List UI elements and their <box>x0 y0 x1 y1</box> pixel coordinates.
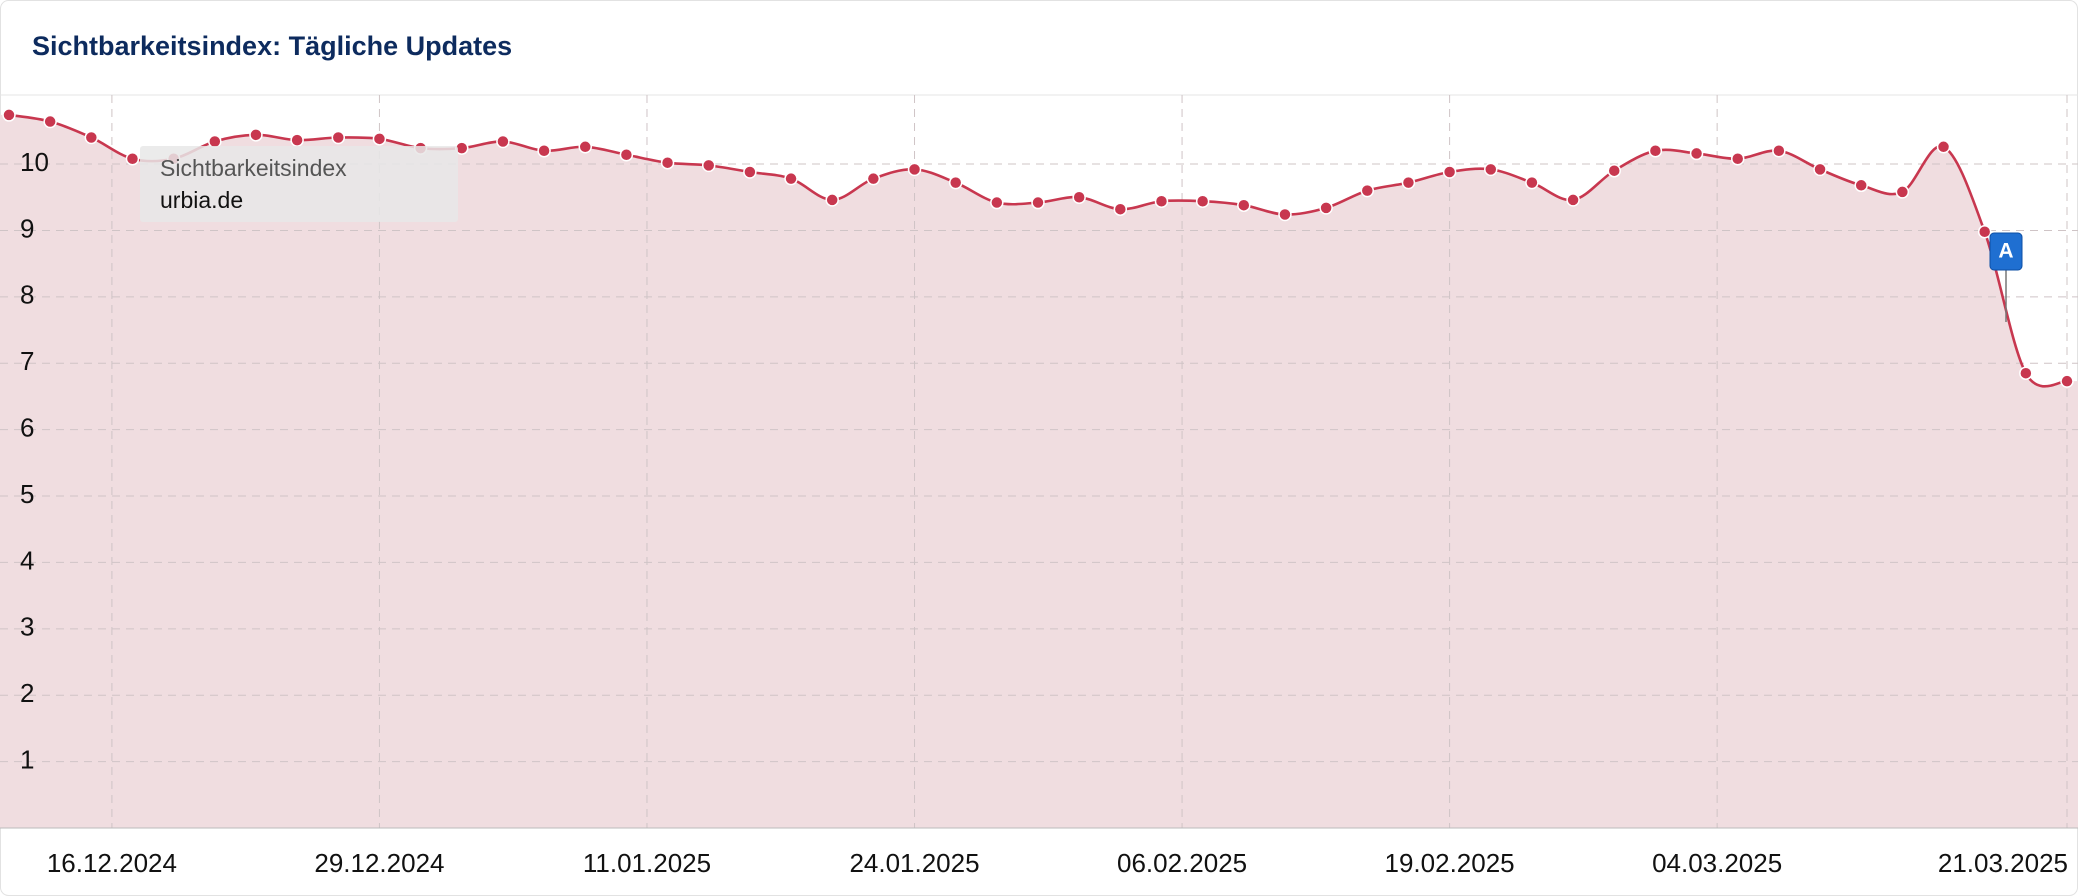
point <box>701 158 716 173</box>
point <box>866 171 881 186</box>
line <box>8 113 2068 388</box>
point <box>372 132 387 146</box>
x-tick-label: 16.12.2024 <box>47 848 177 878</box>
point <box>496 134 510 149</box>
point <box>1195 194 1210 208</box>
point <box>784 171 798 186</box>
point <box>2019 366 2033 380</box>
point <box>43 114 57 129</box>
point <box>208 134 222 149</box>
point <box>1278 207 1292 222</box>
point <box>1977 225 1992 239</box>
y-tick-label: 10 <box>20 147 49 177</box>
point <box>907 162 922 177</box>
y-tick-label: 5 <box>20 479 34 509</box>
point <box>1813 162 1827 177</box>
point <box>1648 144 1663 158</box>
x-tick-label: 04.03.2025 <box>1652 848 1782 878</box>
point <box>1319 201 1333 215</box>
y-tick-label: 1 <box>20 744 34 774</box>
point <box>84 130 99 145</box>
y-tick-label: 8 <box>20 280 34 310</box>
point <box>249 128 263 142</box>
point <box>1895 185 1910 199</box>
legend-title: Sichtbarkeitsindex <box>160 155 347 181</box>
point <box>1113 202 1128 216</box>
point <box>1031 195 1045 210</box>
point <box>578 140 592 154</box>
y-tick-label: 7 <box>20 346 34 376</box>
legend-entry: urbia.de <box>160 187 243 213</box>
point <box>990 195 1004 210</box>
area <box>0 114 2078 829</box>
point <box>1484 162 1498 177</box>
y-tick-label: 2 <box>20 678 34 708</box>
x-tick-label: 06.02.2025 <box>1117 848 1247 878</box>
point <box>125 151 140 166</box>
point <box>948 175 963 190</box>
point <box>1689 146 1704 161</box>
point <box>290 133 304 147</box>
y-tick-label: 9 <box>20 213 34 243</box>
chart-title: Sichtbarkeitsindex: Tägliche Updates <box>32 31 512 61</box>
x-tick-label: 21.03.2025 <box>1938 848 2068 878</box>
point <box>1237 198 1251 212</box>
point <box>2060 374 2074 388</box>
point <box>1730 151 1745 166</box>
x-tick-label: 29.12.2024 <box>314 848 444 878</box>
point <box>1854 178 1868 193</box>
point <box>537 144 551 158</box>
legend-box <box>140 146 458 222</box>
legend: Sichtbarkeitsindex urbia.de <box>140 146 458 222</box>
point <box>743 165 757 179</box>
point <box>1525 175 1539 190</box>
point <box>1772 144 1786 158</box>
point <box>825 193 839 207</box>
point <box>619 148 634 162</box>
point <box>1072 190 1086 204</box>
y-tick-label: 6 <box>20 413 34 443</box>
annotation-marker <box>1989 232 2023 271</box>
point <box>660 155 675 170</box>
point <box>1401 175 1416 190</box>
x-tick-label: 19.02.2025 <box>1385 848 1515 878</box>
y-tick-label: 3 <box>20 612 34 642</box>
point <box>331 130 346 145</box>
point <box>1566 193 1580 207</box>
point <box>1936 140 1951 154</box>
point <box>1607 163 1621 178</box>
point <box>2 108 16 122</box>
point <box>1360 183 1375 198</box>
point <box>1442 165 1457 179</box>
y-tick-label: 4 <box>20 545 34 575</box>
point <box>1154 194 1169 208</box>
annotation-label: A <box>1998 240 2013 263</box>
x-tick-label: 11.01.2025 <box>583 848 711 878</box>
x-tick-label: 24.01.2025 <box>849 848 979 878</box>
